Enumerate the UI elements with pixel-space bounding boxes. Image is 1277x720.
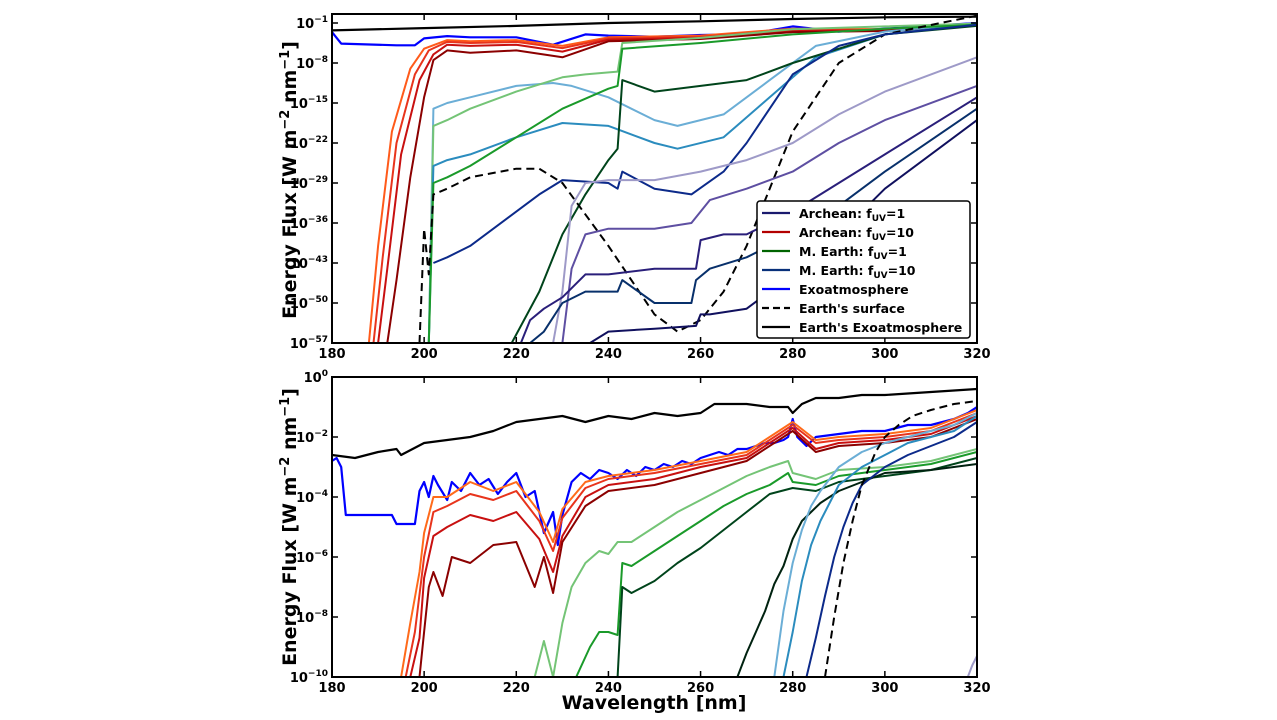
legend-entry: Exoatmosphere: [799, 282, 909, 297]
top-plot-frame: [331, 13, 978, 344]
top-x-tick-label: 300: [871, 347, 898, 362]
top-series-line: [427, 22, 977, 343]
top-y-tick-label: 10−22: [290, 135, 328, 152]
legend-entry: Earth's surface: [799, 301, 905, 316]
bottom-series-line: [773, 412, 977, 677]
bottom-series-line: [533, 448, 977, 677]
y-label-mid: nm: [279, 70, 301, 110]
y-label-exp1: −2: [278, 110, 293, 130]
top-y-tick-label: 10−43: [290, 255, 328, 272]
bottom-series-line: [805, 421, 977, 677]
bottom-y-tick-label: 100: [304, 369, 328, 386]
top-y-tick-label: 10−57: [290, 335, 328, 352]
top-series-line: [433, 23, 977, 264]
top-x-tick-label: 200: [411, 347, 438, 362]
y-label-end: ]: [279, 388, 301, 397]
top-series-line: [377, 23, 977, 343]
bottom-series-line: [418, 418, 977, 677]
top-x-tick-label: 320: [963, 347, 990, 362]
bottom-axes: 180 200 220 240 260 280 300 320 100 10−2 10−4 10−6 1…: [290, 369, 991, 696]
top-x-tick-label: 260: [687, 347, 714, 362]
bottom-x-tick-label: 200: [411, 681, 438, 696]
bottom-x-tick-label: 260: [687, 681, 714, 696]
bottom-y-tick-label: 10−8: [296, 609, 328, 626]
legend-entry: M. Earth: fUV=1: [799, 244, 907, 262]
top-y-tick-label: 10−8: [296, 55, 328, 72]
bottom-x-tick-label: 280: [779, 681, 806, 696]
bottom-series-line: [575, 451, 977, 677]
top-series-line: [519, 96, 977, 343]
top-y-tick-label: 10−50: [290, 295, 328, 312]
bottom-x-tick-label: 180: [318, 681, 345, 696]
bottom-series-group: [332, 387, 977, 677]
bottom-series-line: [409, 415, 977, 677]
top-x-tick-label: 220: [503, 347, 530, 362]
y-label-exp2: −1: [278, 50, 293, 70]
top-axes: 180 200 220 240 260 280 300 320 10−1 10−8 10−15 10−…: [290, 14, 991, 362]
top-panel: 180 200 220 240 260 280 300 320 10−1 10−8 10−15 10−…: [278, 13, 991, 362]
top-series-line: [510, 24, 977, 343]
legend-entry: Archean: fUV=1: [799, 206, 905, 224]
bottom-x-tick-label: 220: [503, 681, 530, 696]
top-y-tick-label: 10−29: [290, 175, 328, 192]
y-label-exp1: −2: [278, 457, 293, 477]
bottom-series-line: [400, 409, 977, 677]
top-x-tick-label: 180: [318, 347, 345, 362]
x-axis-label: Wavelength [nm]: [562, 692, 747, 714]
bottom-y-axis-label: Energy Flux [W m−2 nm−1]: [278, 388, 301, 666]
top-y-tick-label: 10−15: [290, 95, 328, 112]
y-label-main: Energy Flux [W m: [279, 130, 301, 319]
bottom-y-tick-label: 10−10: [290, 669, 328, 686]
top-series-line: [332, 15, 977, 32]
top-series-line: [552, 56, 977, 343]
bottom-series-line: [332, 387, 977, 460]
bottom-x-tick-label: 320: [963, 681, 990, 696]
bottom-y-tick-label: 10−2: [296, 429, 328, 446]
top-series-line: [386, 24, 977, 343]
y-label-main: Energy Flux [W m: [279, 477, 301, 666]
top-x-tick-label: 240: [595, 347, 622, 362]
top-series-line: [427, 23, 977, 343]
bottom-plot-frame: [331, 376, 978, 678]
top-y-tick-label: 10−1: [296, 15, 328, 32]
bottom-series-line: [404, 412, 977, 677]
legend-box: [756, 200, 971, 339]
top-series-line: [332, 21, 977, 47]
bottom-panel: 180 200 220 240 260 280 300 320 100 10−2 10−4 10−6 1…: [278, 369, 991, 714]
bottom-x-tick-label: 240: [595, 681, 622, 696]
legend-entry: Earth's Exoatmosphere: [799, 320, 962, 335]
bottom-series-line: [782, 415, 977, 677]
top-y-axis-label: Energy Flux [W m−2 nm−1]: [278, 41, 301, 319]
legend-entry: Archean: fUV=10: [799, 225, 914, 243]
top-y-tick-label: 10−36: [290, 215, 328, 232]
y-label-exp2: −1: [278, 397, 293, 417]
bottom-series-line: [966, 655, 977, 677]
y-label-end: ]: [279, 41, 301, 50]
bottom-x-tick-label: 300: [871, 681, 898, 696]
bottom-series-line: [616, 457, 977, 677]
bottom-y-tick-label: 10−4: [296, 489, 328, 506]
legend-entry: M. Earth: fUV=10: [799, 263, 916, 281]
top-x-tick-label: 280: [779, 347, 806, 362]
bottom-y-tick-label: 10−6: [296, 549, 328, 566]
top-series-line: [561, 84, 977, 343]
top-series-line: [427, 22, 977, 343]
top-series-line: [418, 14, 977, 343]
y-label-mid: nm: [279, 417, 301, 457]
bottom-series-line: [824, 400, 977, 677]
